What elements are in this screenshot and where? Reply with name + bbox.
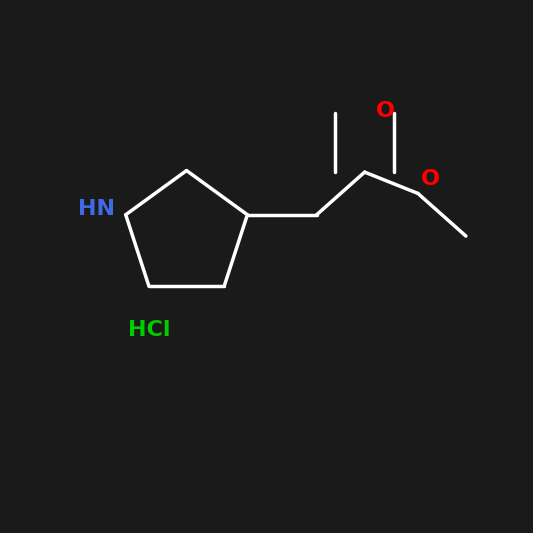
Text: HN: HN bbox=[78, 199, 115, 220]
Text: O: O bbox=[421, 168, 440, 189]
Text: HCl: HCl bbox=[128, 320, 171, 341]
Text: O: O bbox=[376, 101, 395, 121]
